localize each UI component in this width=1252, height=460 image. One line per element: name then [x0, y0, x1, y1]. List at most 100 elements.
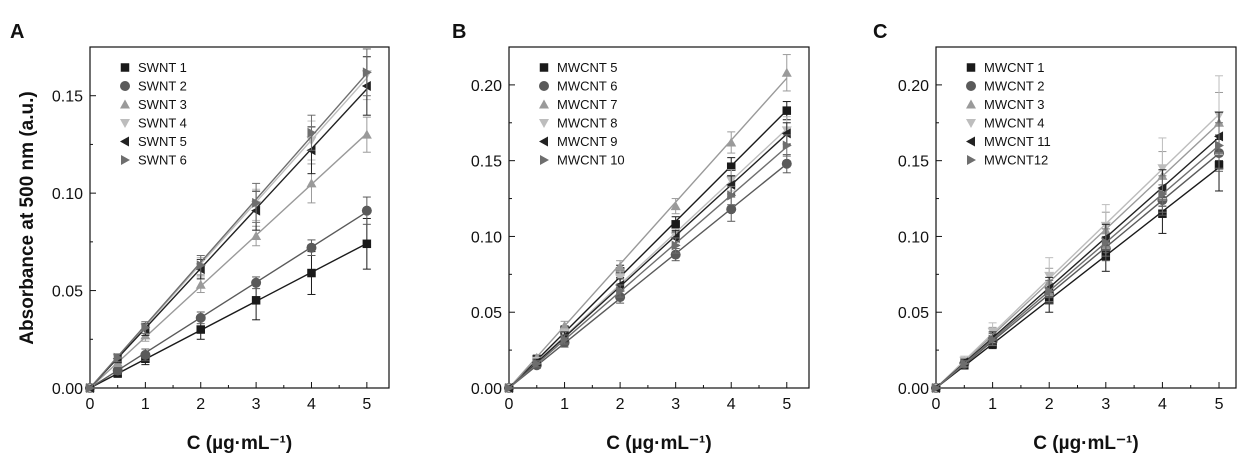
data-point — [726, 204, 737, 215]
data-point — [86, 383, 95, 393]
series-2 — [85, 116, 372, 392]
plot-frame — [935, 46, 1237, 389]
legend-label: SWNT 3 — [138, 97, 187, 112]
x-tick-label: 2 — [196, 396, 205, 413]
legend-label: MWCNT12 — [984, 153, 1048, 168]
x-axis-label: C (µg·mL⁻¹) — [606, 433, 711, 454]
data-point — [726, 137, 737, 147]
fit-line — [935, 152, 1220, 389]
fit-line — [935, 113, 1220, 389]
legend: MWCNT 5 MWCNT 6 MWCNT 7 MWCNT 8 MWCNT 9 MWCNT… — [539, 60, 625, 168]
y-tick-label: 0.10 — [898, 229, 929, 246]
data-point — [670, 201, 681, 211]
y-tick-label: 0.10 — [471, 229, 502, 246]
x-tick-label: 5 — [1215, 396, 1224, 413]
y-tick-label: 0.05 — [471, 305, 502, 322]
data-point — [195, 279, 206, 289]
x-tick-label: 3 — [671, 396, 680, 413]
data-point — [251, 296, 261, 305]
series-3 — [85, 48, 372, 393]
data-point — [782, 140, 792, 151]
data-point — [988, 334, 998, 345]
legend-marker — [120, 81, 130, 91]
data-point — [781, 67, 792, 77]
legend-marker — [966, 63, 976, 72]
y-tick-label: 0.20 — [471, 78, 502, 95]
data-point — [726, 162, 736, 171]
data-point — [505, 383, 514, 393]
legend-marker — [539, 99, 549, 109]
legend-label: SWNT 2 — [138, 79, 187, 94]
legend-label: SWNT 5 — [138, 134, 187, 149]
legend-label: MWCNT 6 — [557, 79, 617, 94]
fit-line — [935, 122, 1220, 389]
data-point — [960, 358, 970, 369]
y-tick-label: 0.15 — [898, 154, 929, 171]
x-tick-label: 4 — [727, 396, 736, 413]
series-1 — [85, 196, 372, 393]
fit-line — [508, 133, 788, 389]
data-point — [1101, 237, 1111, 248]
fit-line — [508, 109, 788, 389]
legend: SWNT 1 SWNT 2 SWNT 3 SWNT 4 SWNT 5 SWNT 6 — [120, 60, 187, 168]
series-5 — [86, 48, 372, 393]
x-tick-label: 4 — [1158, 396, 1167, 413]
data-point — [306, 242, 317, 253]
legend-label: SWNT 6 — [138, 153, 187, 168]
data-point — [1215, 140, 1225, 151]
y-tick-label: 0.10 — [52, 186, 83, 203]
x-axis-label: C (µg·mL⁻¹) — [187, 433, 292, 454]
series-3 — [504, 116, 792, 393]
data-point — [1044, 271, 1055, 281]
legend-marker — [966, 81, 976, 91]
data-point — [1158, 189, 1168, 200]
data-point — [112, 365, 123, 376]
data-point — [306, 178, 317, 188]
panel-letter: C — [873, 21, 887, 43]
legend-label: MWCNT 1 — [984, 60, 1044, 75]
panel-a: A 0 1 2 3 4 5 0.00 0.05 0.10 0.15 C (µg·mL⁻¹) SWNT 1… — [10, 21, 390, 454]
legend-marker — [966, 136, 975, 147]
data-point — [781, 128, 791, 139]
x-tick-label: 5 — [362, 396, 371, 413]
x-tick-label: 1 — [988, 396, 997, 413]
legend-marker — [540, 155, 549, 165]
x-tick-label: 1 — [141, 396, 150, 413]
legend-marker — [120, 119, 130, 128]
panel-letter: B — [452, 21, 466, 43]
data-point — [307, 127, 317, 138]
y-tick-label: 0.20 — [898, 78, 929, 95]
y-tick-label: 0.05 — [898, 305, 929, 322]
data-point — [781, 158, 792, 169]
y-tick-label: 0.15 — [52, 89, 83, 106]
y-tick-label: 0.00 — [898, 381, 929, 398]
data-point — [251, 277, 262, 288]
y-tick-label: 0.05 — [52, 284, 83, 301]
series-3 — [931, 75, 1225, 393]
data-point — [559, 320, 570, 330]
data-point — [727, 190, 737, 201]
y-tick-label: 0.00 — [52, 381, 83, 398]
legend-label: MWCNT 11 — [984, 134, 1051, 149]
legend: MWCNT 1 MWCNT 2 MWCNT 3 MWCNT 4 MWCNT 11 MWCN… — [966, 60, 1051, 168]
fit-line — [89, 72, 368, 389]
y-axis-label: Absorbance at 500 nm (a.u.) — [17, 91, 38, 344]
data-point — [195, 312, 206, 323]
legend-label: MWCNT 5 — [557, 60, 617, 75]
legend-marker — [966, 119, 976, 128]
data-point — [1045, 286, 1055, 297]
legend-label: MWCNT 9 — [557, 134, 617, 149]
data-point — [362, 67, 372, 78]
y-tick-label: 0.00 — [471, 381, 502, 398]
series-2 — [504, 54, 792, 392]
series-1 — [504, 154, 792, 393]
data-point — [141, 322, 151, 333]
legend-label: SWNT 4 — [138, 116, 187, 131]
data-point — [670, 249, 681, 260]
data-point — [726, 179, 736, 190]
data-point — [1157, 164, 1168, 174]
data-point — [362, 239, 372, 249]
fit-line — [89, 88, 368, 389]
